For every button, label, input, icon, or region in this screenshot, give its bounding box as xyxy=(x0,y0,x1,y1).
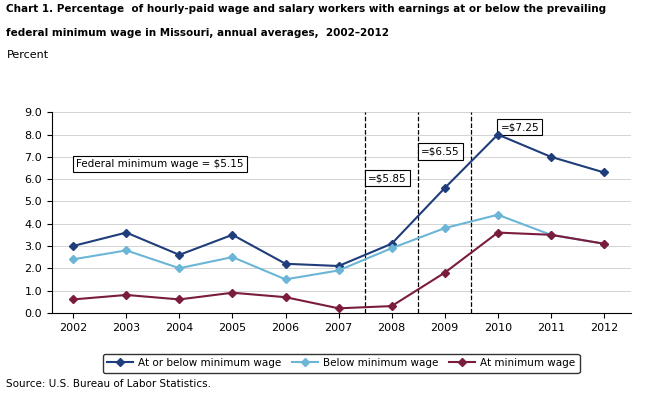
Text: Chart 1. Percentage  of hourly-paid wage and salary workers with earnings at or : Chart 1. Percentage of hourly-paid wage … xyxy=(6,4,606,14)
Text: Federal minimum wage = $5.15: Federal minimum wage = $5.15 xyxy=(76,159,243,169)
Legend: At or below minimum wage, Below minimum wage, At minimum wage: At or below minimum wage, Below minimum … xyxy=(103,354,580,373)
Text: =$5.85: =$5.85 xyxy=(368,173,406,183)
Text: =$7.25: =$7.25 xyxy=(500,122,539,132)
Text: Source: U.S. Bureau of Labor Statistics.: Source: U.S. Bureau of Labor Statistics. xyxy=(6,379,211,389)
Text: Percent: Percent xyxy=(6,50,49,60)
Text: federal minimum wage in Missouri, annual averages,  2002–2012: federal minimum wage in Missouri, annual… xyxy=(6,28,389,38)
Text: =$6.55: =$6.55 xyxy=(421,147,460,157)
